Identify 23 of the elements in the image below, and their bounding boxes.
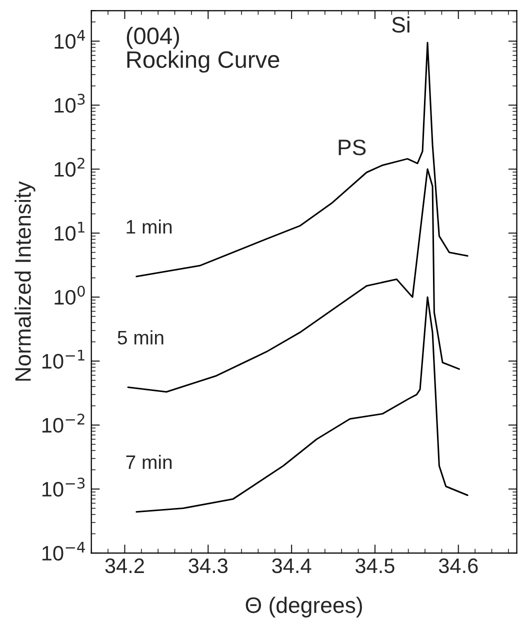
y-tick-label: 10$^{−3}$ xyxy=(42,478,85,497)
annotation: PS xyxy=(338,140,366,156)
x-tick-label: 34.2 xyxy=(105,558,144,574)
x-tick-label: 34.5 xyxy=(355,558,394,574)
x-tick-label: 34.6 xyxy=(438,558,478,574)
text: 7 min xyxy=(126,454,172,469)
y-tick-label: 10$^{−2}$ xyxy=(42,414,84,433)
y-tick-label: 10$^{0}$ xyxy=(54,286,85,305)
annotation: Si xyxy=(392,16,410,33)
annotation: (004) Rocking Curve xyxy=(126,26,280,73)
y-tick-label: 10$^{2}$ xyxy=(54,158,84,177)
y-axis-title: Normalized Intensity xyxy=(14,181,36,381)
y-tick-label: 10$^{1}$ xyxy=(54,222,84,241)
y-tick-label: 10$^{−4}$ xyxy=(42,542,85,561)
y-tick-label: 10$^{3}$ xyxy=(54,94,85,113)
y-tick-label: 10$^{4}$ xyxy=(54,30,85,49)
line-series xyxy=(136,296,468,513)
y-tick-label: 10$^{−1}$ xyxy=(42,350,84,369)
x-tick-label: 34.3 xyxy=(188,558,228,574)
text: 5 min xyxy=(118,330,164,345)
x-tick-label: 34.4 xyxy=(272,558,312,574)
x-axis-title: Θ (degrees) xyxy=(246,596,362,618)
series-label: 1 min xyxy=(126,219,172,234)
